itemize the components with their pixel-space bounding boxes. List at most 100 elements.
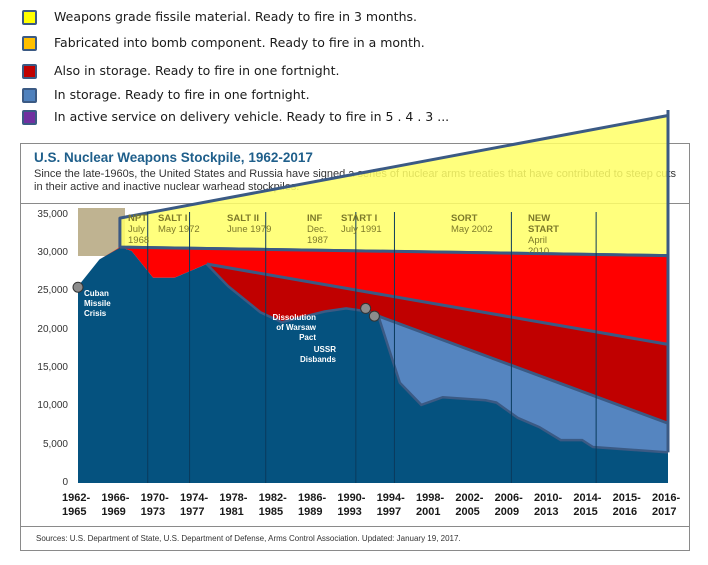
- x-tick-line: 2001: [416, 506, 441, 518]
- treaty-date: 2010: [528, 246, 550, 253]
- legend-item-component: Fabricated into bomb component. Ready to…: [22, 34, 425, 52]
- treaty-name: INF: [307, 213, 323, 224]
- x-tick-label: 1994- 1997: [377, 491, 405, 519]
- annotation-marker: [368, 310, 380, 322]
- treaty-name: START I: [341, 213, 378, 224]
- legend-swatch-orange: [22, 35, 37, 51]
- lightblue-top-outline: [377, 314, 669, 425]
- x-tick-label: 1974- 1977: [180, 491, 208, 519]
- x-tick-line: 1990-: [337, 492, 366, 504]
- treaty-date: April: [528, 235, 548, 246]
- annotation-cuban-missile-crisis: Cuban Missile Crisis: [84, 289, 111, 319]
- annotation-line: Cuban: [84, 289, 109, 298]
- y-tick-label: 0: [62, 477, 68, 488]
- x-tick-label: 2010- 2013: [534, 491, 562, 519]
- x-tick-label: 1962- 1965: [62, 491, 90, 519]
- treaty-new-start: NEW START April 2010: [528, 213, 559, 253]
- annotation-line: USSR: [313, 345, 336, 354]
- x-tick-line: 2002-: [455, 492, 484, 504]
- x-tick-line: 1989: [298, 506, 323, 518]
- x-tick-line: 1974-: [180, 492, 209, 504]
- x-tick-line: 2015-: [612, 492, 641, 504]
- y-tick-label: 25,000: [37, 285, 68, 296]
- x-tick-line: 1978-: [219, 492, 248, 504]
- treaty-name: SORT: [451, 213, 478, 224]
- treaty-date: May 1972: [158, 224, 200, 235]
- annotation-line: Dissolution: [272, 313, 316, 322]
- x-tick-label: 1978- 1981: [219, 491, 247, 519]
- legend-item-active: In active service on delivery vehicle. R…: [22, 108, 449, 126]
- x-tick-line: 2009: [494, 506, 520, 518]
- y-tick-label: 30,000: [37, 247, 68, 258]
- x-tick-line: 1982-: [258, 492, 287, 504]
- legend-swatch-yellow: [22, 9, 37, 25]
- legend-label: Also in storage. Ready to fire in one fo…: [54, 63, 340, 78]
- y-tick-label: 20,000: [37, 324, 68, 335]
- annotation-marker: [72, 281, 84, 293]
- x-tick-label: 1986- 1989: [298, 491, 326, 519]
- stockpile-area: [78, 247, 668, 483]
- annotation-line: Disbands: [299, 355, 336, 364]
- x-tick-label: 1966- 1969: [101, 491, 129, 519]
- treaty-start-i: START I July 1991: [341, 213, 382, 235]
- treaty-name: SALT I: [158, 213, 188, 224]
- annotation-warsaw-pact: Dissolution of Warsaw Pact: [266, 313, 316, 343]
- legend-item-also-storage: Also in storage. Ready to fire in one fo…: [22, 62, 339, 80]
- treaty-sort: SORT May 2002: [451, 213, 493, 235]
- annotation-line: of Warsaw: [276, 323, 316, 332]
- legend-item-fissile: Weapons grade fissile material. Ready to…: [22, 8, 417, 26]
- treaty-date: June 1979: [227, 224, 272, 235]
- x-tick-label: 2016- 2017: [652, 491, 680, 519]
- x-tick-line: 2017: [652, 506, 677, 518]
- x-tick-label: 1998- 2001: [416, 491, 444, 519]
- treaty-date: 1968: [128, 235, 150, 246]
- x-tick-line: 2016-: [652, 492, 681, 504]
- x-tick-label: 2006- 2009: [495, 491, 523, 519]
- red-top-outline: [119, 245, 669, 258]
- treaty-date: July 1991: [341, 224, 382, 235]
- annotation-marker: [360, 302, 372, 314]
- treaty-npt: NPT July 1968: [128, 213, 149, 246]
- x-tick-line: 2016: [612, 506, 638, 518]
- y-tick-label: 35,000: [37, 209, 68, 220]
- annotation-line: Missile: [84, 299, 111, 308]
- x-tick-label: 1970- 1973: [141, 491, 169, 519]
- stockpile-outline: [205, 263, 669, 454]
- treaty-date: May 2002: [451, 224, 493, 235]
- lightblue-storage-area: [378, 316, 668, 453]
- legend-swatch-darkred: [22, 63, 37, 79]
- treaty-inf: INF Dec. 1987: [307, 213, 328, 246]
- x-tick-line: 1981: [219, 506, 244, 518]
- treaty-name: NPT: [128, 213, 147, 224]
- darkred-storage-area: [206, 264, 668, 424]
- legend-swatch-lightblue: [22, 87, 37, 103]
- x-tick-line: 2013: [534, 506, 559, 518]
- treaty-date: Dec.: [307, 224, 327, 235]
- legend-item-storage: In storage. Ready to fire in one fortnig…: [22, 86, 310, 104]
- treaty-name: START: [528, 224, 559, 235]
- y-tick-label: 5,000: [42, 439, 68, 450]
- tan-background: [78, 208, 125, 256]
- annotation-line: Pact: [299, 333, 316, 342]
- legend-swatch-purple: [22, 109, 37, 125]
- x-tick-label: 2014- 2015: [573, 491, 601, 519]
- treaty-name: SALT II: [227, 213, 260, 224]
- legend-label: Weapons grade fissile material. Ready to…: [54, 9, 417, 24]
- annotation-ussr-disbands: USSR Disbands: [290, 345, 336, 365]
- x-tick-line: 2006-: [494, 492, 523, 504]
- x-tick-label: 2002- 2005: [455, 491, 483, 519]
- annotation-line: Crisis: [84, 309, 107, 318]
- x-tick-line: 1970-: [140, 492, 169, 504]
- x-tick-label: 1990- 1993: [337, 491, 365, 519]
- x-tick-label: 2015- 2016: [613, 491, 641, 519]
- source-note: Sources: U.S. Department of State, U.S. …: [36, 534, 461, 543]
- x-tick-line: 2005: [455, 506, 480, 518]
- x-tick-line: 1994-: [376, 492, 405, 504]
- treaty-date: July: [128, 224, 145, 235]
- x-tick-line: 1962-: [62, 492, 91, 504]
- x-tick-line: 1969: [101, 506, 126, 518]
- x-tick-line: 1997: [376, 506, 402, 518]
- x-tick-line: 1977: [180, 506, 205, 518]
- x-tick-line: 2015: [573, 506, 598, 518]
